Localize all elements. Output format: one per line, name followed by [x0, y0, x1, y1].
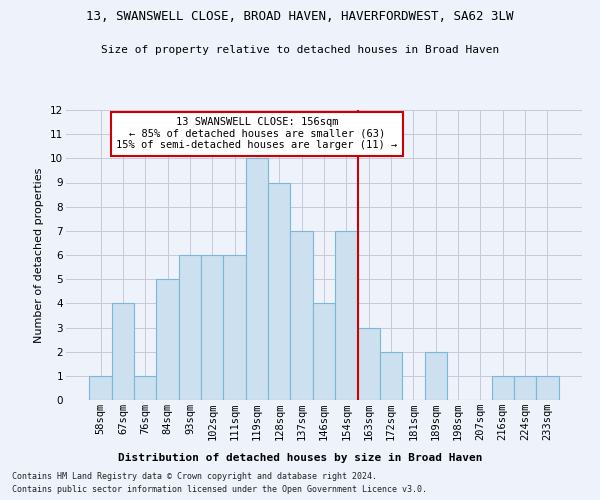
Text: Contains HM Land Registry data © Crown copyright and database right 2024.: Contains HM Land Registry data © Crown c…: [12, 472, 377, 481]
Bar: [157, 279, 179, 400]
Bar: [134, 376, 157, 400]
Text: Contains public sector information licensed under the Open Government Licence v3: Contains public sector information licen…: [12, 485, 427, 494]
Bar: [179, 255, 201, 400]
Bar: [358, 328, 380, 400]
Bar: [201, 255, 223, 400]
Text: Size of property relative to detached houses in Broad Haven: Size of property relative to detached ho…: [101, 45, 499, 55]
Bar: [491, 376, 514, 400]
Text: 13, SWANSWELL CLOSE, BROAD HAVEN, HAVERFORDWEST, SA62 3LW: 13, SWANSWELL CLOSE, BROAD HAVEN, HAVERF…: [86, 10, 514, 23]
Bar: [246, 158, 268, 400]
Bar: [425, 352, 447, 400]
Text: Distribution of detached houses by size in Broad Haven: Distribution of detached houses by size …: [118, 452, 482, 462]
Bar: [380, 352, 402, 400]
Bar: [335, 231, 358, 400]
Bar: [223, 255, 246, 400]
Text: 13 SWANSWELL CLOSE: 156sqm
← 85% of detached houses are smaller (63)
15% of semi: 13 SWANSWELL CLOSE: 156sqm ← 85% of deta…: [116, 118, 398, 150]
Bar: [89, 376, 112, 400]
Bar: [514, 376, 536, 400]
Y-axis label: Number of detached properties: Number of detached properties: [34, 168, 44, 342]
Bar: [313, 304, 335, 400]
Bar: [290, 231, 313, 400]
Bar: [112, 304, 134, 400]
Bar: [536, 376, 559, 400]
Bar: [268, 182, 290, 400]
